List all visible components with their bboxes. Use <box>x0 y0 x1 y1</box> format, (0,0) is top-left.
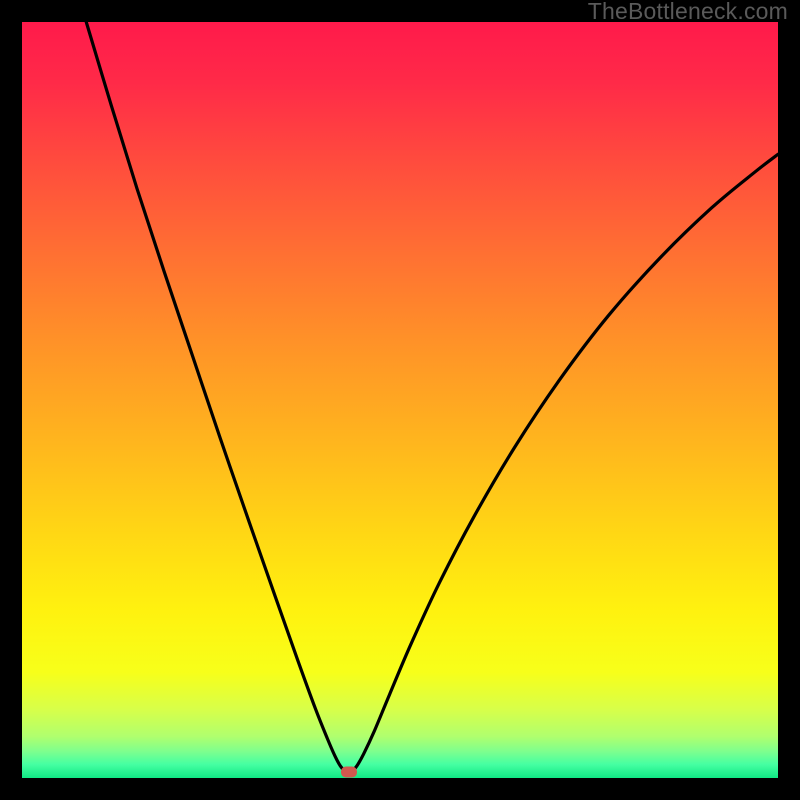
optimum-marker <box>341 766 357 777</box>
chart-frame: TheBottleneck.com <box>0 0 800 800</box>
watermark: TheBottleneck.com <box>588 0 788 25</box>
plot-area <box>22 22 778 778</box>
gradient-background <box>22 22 778 778</box>
